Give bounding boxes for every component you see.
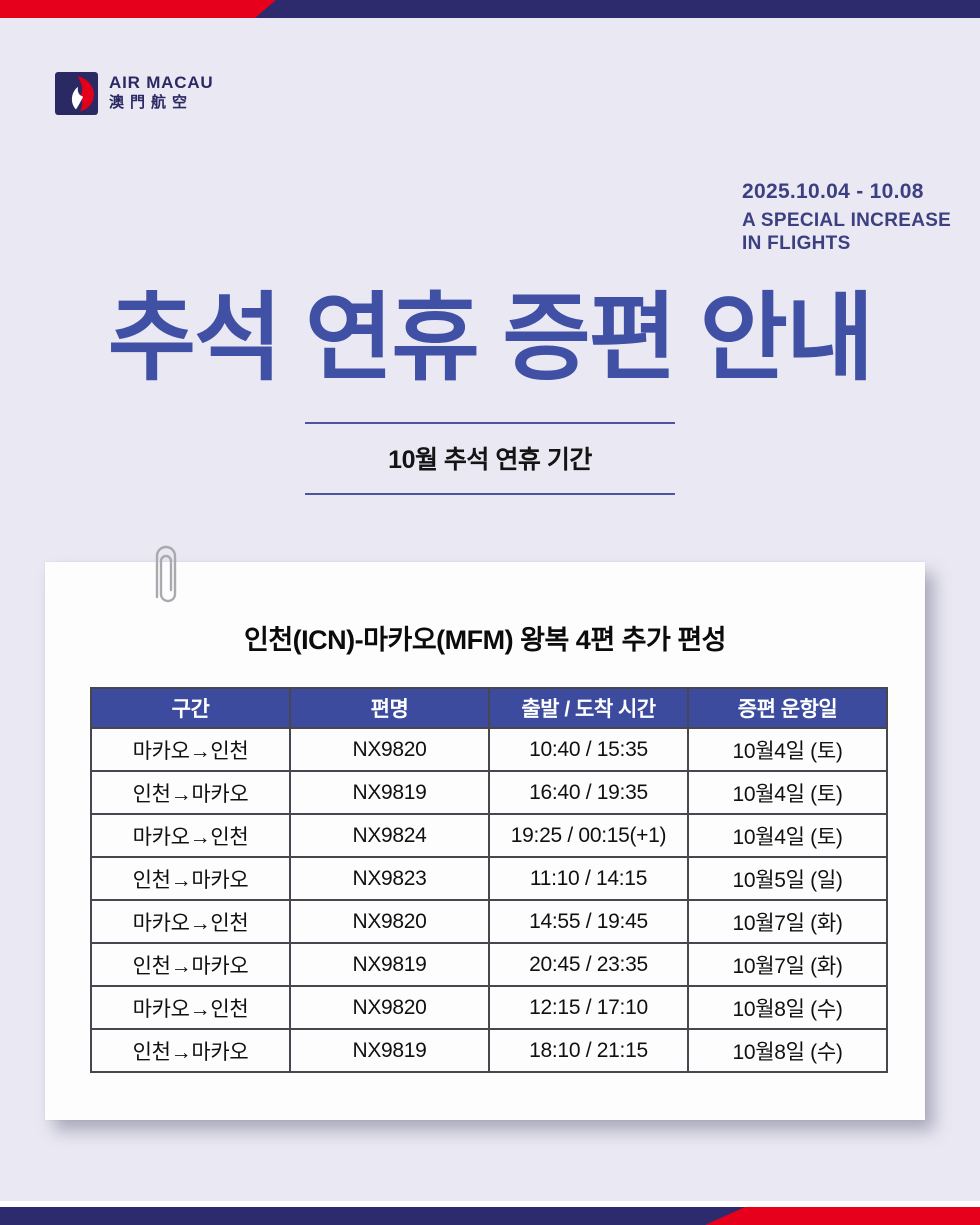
bottom-divider (0, 1201, 980, 1207)
table-cell: 18:10 / 21:15 (488, 1028, 689, 1073)
table-cell: 11:10 / 14:15 (488, 856, 689, 901)
table-cell: NX9820 (289, 899, 490, 944)
table-cell: NX9824 (289, 813, 490, 858)
table-cell: 14:55 / 19:45 (488, 899, 689, 944)
bottom-accent-bar-navy-segment (0, 1207, 745, 1225)
flight-schedule-table: 구간 편명 출발 / 도착 시간 증편 운항일 마카오→인천 NX9820 10:40 /… (90, 687, 888, 1073)
brand-name-chinese: 澳門航空 (109, 94, 194, 112)
promo-tagline-line2: IN FLIGHTS (742, 233, 851, 255)
table-row: 인천→마카오 NX9823 11:10 / 14:15 10월5일 (일) (90, 856, 888, 901)
table-cell: NX9819 (289, 1028, 490, 1073)
table-cell: 10월4일 (토) (687, 727, 888, 772)
table-row: 인천→마카오 NX9819 18:10 / 21:15 10월8일 (수) (90, 1028, 888, 1073)
promo-date-range: 2025.10.04 - 10.08 (742, 180, 924, 203)
table-cell: NX9820 (289, 727, 490, 772)
table-cell: 마카오→인천 (90, 899, 291, 944)
top-accent-bar (0, 0, 980, 18)
table-cell: NX9819 (289, 770, 490, 815)
flight-table-body: 마카오→인천 NX9820 10:40 / 15:35 10월4일 (토) 인천→마카오… (90, 727, 888, 1073)
subtitle-box: 10월 추석 연휴 기간 (305, 422, 675, 495)
table-cell: 10:40 / 15:35 (488, 727, 689, 772)
table-header-cell: 증편 운항일 (687, 687, 888, 729)
table-row: 인천→마카오 NX9819 20:45 / 23:35 10월7일 (화) (90, 942, 888, 987)
table-cell: 10월5일 (일) (687, 856, 888, 901)
table-cell: 10월7일 (화) (687, 942, 888, 987)
table-cell: 19:25 / 00:15(+1) (488, 813, 689, 858)
promo-tagline: A SPECIAL INCREASE IN FLIGHTS (742, 209, 951, 255)
subtitle-text: 10월 추석 연휴 기간 (388, 446, 592, 474)
table-header-cell: 구간 (90, 687, 291, 729)
schedule-card-title: 인천(ICN)-마카오(MFM) 왕복 4편 추가 편성 (243, 625, 727, 655)
paperclip-icon (155, 545, 177, 603)
table-cell: 인천→마카오 (90, 770, 291, 815)
schedule-card: 인천(ICN)-마카오(MFM) 왕복 4편 추가 편성 구간 편명 출발 / 도착… (45, 562, 925, 1120)
table-cell: 마카오→인천 (90, 985, 291, 1030)
table-cell: 인천→마카오 (90, 942, 291, 987)
table-cell: 인천→마카오 (90, 856, 291, 901)
table-cell: 10월8일 (수) (687, 985, 888, 1030)
promo-block: 2025.10.04 - 10.08 A SPECIAL INCREASE IN… (742, 180, 951, 255)
table-header-cell: 편명 (289, 687, 490, 729)
air-macau-logo-icon (55, 72, 98, 115)
brand-logo-text: AIR MACAU 澳門航空 (109, 72, 214, 113)
table-row: 인천→마카오 NX9819 16:40 / 19:35 10월4일 (토) (90, 770, 888, 815)
table-cell: 마카오→인천 (90, 813, 291, 858)
brand-logo: AIR MACAU 澳門航空 (55, 72, 213, 115)
table-cell: 10월8일 (수) (687, 1028, 888, 1073)
table-cell: 인천→마카오 (90, 1028, 291, 1073)
brand-name: AIR MACAU (109, 72, 214, 92)
table-row: 마카오→인천 NX9820 12:15 / 17:10 10월8일 (수) (90, 985, 888, 1030)
page-title: 추석 연휴 증편 안내 (107, 285, 875, 392)
table-row: 마카오→인천 NX9820 14:55 / 19:45 10월7일 (화) (90, 899, 888, 944)
table-row: 마카오→인천 NX9820 10:40 / 15:35 10월4일 (토) (90, 727, 888, 772)
flight-table-head: 구간 편명 출발 / 도착 시간 증편 운항일 (90, 687, 888, 729)
table-header-cell: 출발 / 도착 시간 (488, 687, 689, 729)
table-header-row: 구간 편명 출발 / 도착 시간 증편 운항일 (90, 687, 888, 729)
table-cell: 12:15 / 17:10 (488, 985, 689, 1030)
table-cell: NX9820 (289, 985, 490, 1030)
table-cell: 10월7일 (화) (687, 899, 888, 944)
table-cell: 10월4일 (토) (687, 813, 888, 858)
promo-tagline-line1: A SPECIAL INCREASE (742, 210, 952, 231)
table-cell: 마카오→인천 (90, 727, 291, 772)
table-cell: 16:40 / 19:35 (488, 770, 689, 815)
table-cell: NX9819 (289, 942, 490, 987)
table-cell: 20:45 / 23:35 (488, 942, 689, 987)
table-cell: 10월4일 (토) (687, 770, 888, 815)
bottom-accent-bar (0, 1207, 980, 1225)
table-cell: NX9823 (289, 856, 490, 901)
top-accent-bar-red-segment (0, 0, 276, 18)
table-row: 마카오→인천 NX9824 19:25 / 00:15(+1) 10월4일 (토) (90, 813, 888, 858)
